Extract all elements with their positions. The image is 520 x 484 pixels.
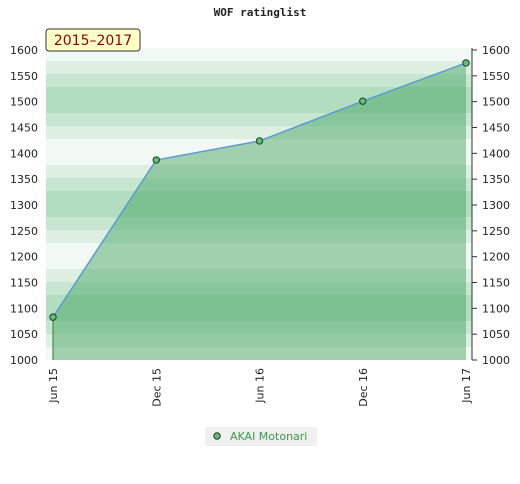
stripe (46, 204, 472, 217)
stripe (46, 178, 472, 191)
stripe (46, 230, 472, 243)
stripe (46, 165, 472, 178)
y2-tick-label: 1600 (482, 44, 510, 57)
y2-tick-label: 1250 (482, 225, 510, 238)
stripe (46, 334, 472, 347)
stripe (46, 282, 472, 295)
y2-tick-label: 1400 (482, 147, 510, 160)
y-tick-label: 1150 (10, 277, 38, 290)
stripe (46, 217, 472, 230)
stripe (46, 87, 472, 100)
y2-tick-label: 1350 (482, 173, 510, 186)
stripe (46, 74, 472, 87)
stripe (46, 256, 472, 269)
x-tick-label: Dec 15 (150, 368, 163, 407)
point (152, 156, 160, 164)
stripe (46, 152, 472, 165)
stripe (46, 308, 472, 321)
stripe (46, 347, 472, 360)
area (53, 62, 466, 361)
stripe (46, 139, 472, 152)
plot-background (46, 48, 472, 360)
y-tick-label: 1550 (10, 70, 38, 83)
y-tick-label: 1200 (10, 251, 38, 264)
y-tick-label: 1100 (10, 302, 38, 315)
y2-tick-label: 1300 (482, 199, 510, 212)
y-tick-label: 1000 (10, 354, 38, 367)
y2-tick-label: 1100 (482, 302, 510, 315)
y-tick-label: 1500 (10, 96, 38, 109)
legend (205, 427, 317, 446)
y-tick-label: 1300 (10, 199, 38, 212)
stripe (46, 321, 472, 334)
stripe (46, 295, 472, 308)
point (462, 59, 470, 67)
y-tick-label: 1600 (10, 44, 38, 57)
x-tick-label: Jun 16 (254, 368, 267, 404)
y-tick-label: 1050 (10, 328, 38, 341)
stripe (46, 243, 472, 256)
y2-tick-label: 1050 (482, 328, 510, 341)
badge: 2015–2017 (54, 33, 132, 49)
stripe (46, 48, 472, 61)
y2-tick-label: 1500 (482, 96, 510, 109)
x-tick-label: Dec 16 (357, 368, 370, 407)
stripe (46, 113, 472, 126)
badge-box (45, 28, 141, 52)
chart-title: WOF ratinglist (214, 6, 307, 19)
x-tick-label: Jun 15 (47, 368, 60, 404)
stripe (46, 191, 472, 204)
point (255, 137, 264, 145)
y2-tick-label: 1150 (482, 277, 510, 290)
y-tick-label: 1350 (10, 173, 38, 186)
point (359, 97, 367, 105)
y2-tick-label: 1200 (482, 251, 510, 264)
stripe (46, 269, 472, 282)
y2-tick-label: 1450 (482, 122, 510, 135)
y-tick-label: 1450 (10, 122, 38, 135)
point (49, 313, 57, 321)
y-tick-label: 1250 (10, 225, 38, 238)
y2-tick-label: 1000 (482, 354, 510, 367)
stripe (46, 61, 472, 74)
y2-tick-label: 1550 (482, 70, 510, 83)
stripe (46, 126, 472, 139)
y-tick-label: 1400 (10, 147, 38, 160)
x-tick-label: Jun 17 (460, 368, 473, 404)
legend-label: AKAI Motonari (230, 430, 307, 443)
legend-marker (213, 432, 221, 440)
